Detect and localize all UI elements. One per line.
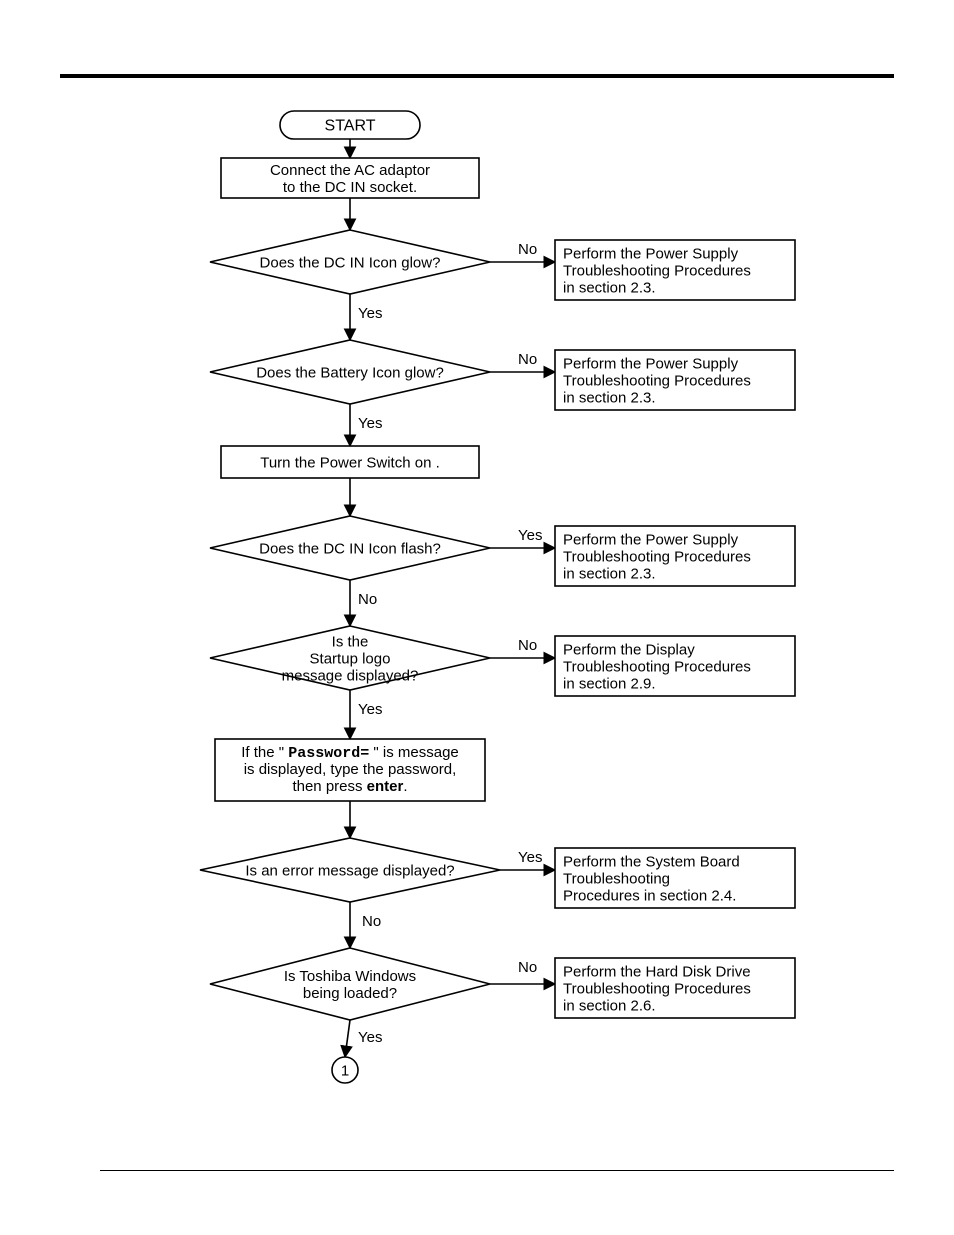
page: No Yes No Yes Yes No No Yes Yes No No Yes START Conne… <box>0 0 954 1235</box>
edge-label: No <box>518 241 537 258</box>
node-text: Startup logo <box>310 650 391 667</box>
node-text: in section 2.3. <box>563 565 656 582</box>
node-text: in section 2.3. <box>563 279 656 296</box>
node-p1: Connect the AC adaptorto the DC IN socke… <box>221 158 479 198</box>
edge-label: Yes <box>358 701 382 718</box>
node-text: Perform the Display <box>563 641 695 658</box>
edge <box>345 1020 350 1057</box>
node-r4: Perform the DisplayTroubleshooting Proce… <box>555 636 795 696</box>
edge-label: No <box>362 913 381 930</box>
node-text: Perform the Hard Disk Drive <box>563 963 751 980</box>
node-d1: Does the DC IN Icon glow? <box>210 230 490 294</box>
node-text: START <box>325 118 376 135</box>
node-text: Is the <box>332 633 369 650</box>
node-d2: Does the Battery Icon glow? <box>210 340 490 404</box>
node-text: Connect the AC adaptor <box>270 162 430 179</box>
node-text: Troubleshooting <box>563 870 670 887</box>
node-r6: Perform the Hard Disk DriveTroubleshooti… <box>555 958 795 1018</box>
node-start: START <box>280 111 420 139</box>
node-text: Perform the System Board <box>563 853 740 870</box>
node-text: Is Toshiba Windows <box>284 968 416 985</box>
node-text: Troubleshooting Procedures <box>563 262 751 279</box>
node-conn: 1 <box>332 1057 358 1083</box>
node-r3: Perform the Power SupplyTroubleshooting … <box>555 526 795 586</box>
node-text: 1 <box>341 1062 349 1079</box>
node-text: in section 2.6. <box>563 997 656 1014</box>
node-text: Troubleshooting Procedures <box>563 372 751 389</box>
node-text: Does the DC IN Icon flash? <box>259 540 441 557</box>
node-p2: Turn the Power Switch on . <box>221 446 479 478</box>
node-r1: Perform the Power SupplyTroubleshooting … <box>555 240 795 300</box>
edge-label: No <box>518 637 537 654</box>
node-r2: Perform the Power SupplyTroubleshooting … <box>555 350 795 410</box>
node-d3: Does the DC IN Icon flash? <box>210 516 490 580</box>
node-d6: Is Toshiba Windowsbeing loaded? <box>210 948 490 1020</box>
node-text: Troubleshooting Procedures <box>563 980 751 997</box>
node-text: Procedures in section 2.4. <box>563 887 736 904</box>
node-text: message displayed? <box>282 667 419 684</box>
node-text: in section 2.9. <box>563 675 656 692</box>
node-d5: Is an error message displayed? <box>200 838 500 902</box>
node-text: Troubleshooting Procedures <box>563 548 751 565</box>
node-text: Troubleshooting Procedures <box>563 658 751 675</box>
edge-label: No <box>518 959 537 976</box>
node-text: Perform the Power Supply <box>563 355 739 372</box>
node-p3: If the " Password= " is messageis displa… <box>215 739 485 801</box>
top-rule <box>60 74 894 78</box>
node-text: to the DC IN socket. <box>283 179 417 196</box>
svg-text:is displayed, type the passwor: is displayed, type the password, <box>244 761 457 778</box>
node-text: Perform the Power Supply <box>563 531 739 548</box>
edge-label: No <box>518 351 537 368</box>
node-d4: Is theStartup logomessage displayed? <box>210 626 490 690</box>
edge-label: No <box>358 591 377 608</box>
edge-label: Yes <box>358 1029 382 1046</box>
bottom-rule <box>100 1170 894 1171</box>
edge-label: Yes <box>358 415 382 432</box>
svg-text:then press enter.: then press enter. <box>292 778 407 795</box>
node-text: Does the Battery Icon glow? <box>256 364 444 381</box>
node-text: Turn the Power Switch on . <box>260 454 440 471</box>
edge-label: Yes <box>358 305 382 322</box>
flowchart-svg: No Yes No Yes Yes No No Yes Yes No No Yes START Conne… <box>0 0 954 1235</box>
node-text: in section 2.3. <box>563 389 656 406</box>
node-text: Does the DC IN Icon glow? <box>260 254 441 271</box>
node-text: being loaded? <box>303 985 397 1002</box>
node-text: Perform the Power Supply <box>563 245 739 262</box>
edge-label: Yes <box>518 527 542 544</box>
node-r5: Perform the System BoardTroubleshootingP… <box>555 848 795 908</box>
node-text: Is an error message displayed? <box>245 862 454 879</box>
edge-label: Yes <box>518 849 542 866</box>
node-text: If the " Password= " is message <box>241 744 459 762</box>
